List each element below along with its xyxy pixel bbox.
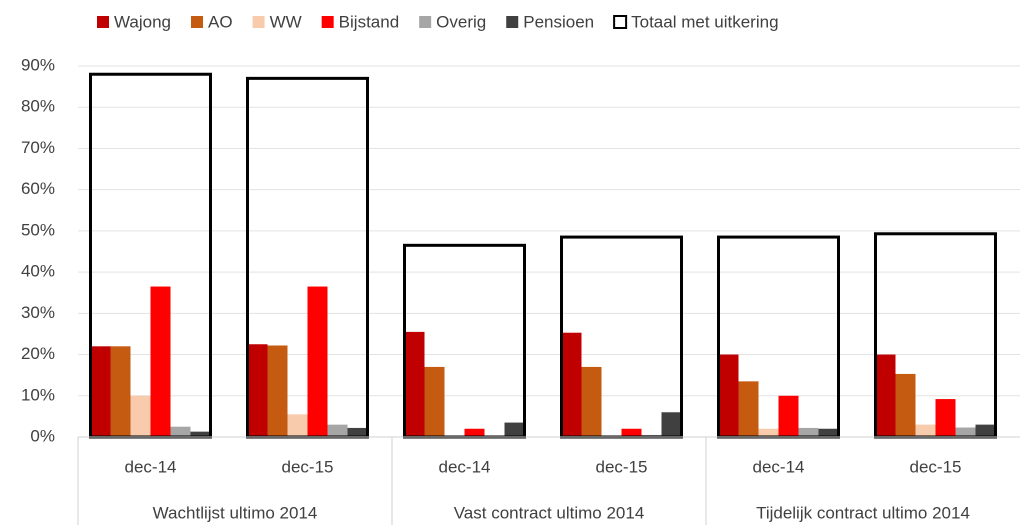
bar <box>955 427 976 437</box>
bar <box>758 428 779 437</box>
bar <box>150 286 171 437</box>
group-label: Wachtlijst ultimo 2014 <box>153 503 318 522</box>
bar <box>110 346 131 437</box>
y-tick-label: 80% <box>21 97 55 116</box>
legend-label: Pensioen <box>523 12 594 31</box>
bar <box>247 344 268 437</box>
bar <box>287 414 308 437</box>
x-tick-label: dec-14 <box>753 457 805 476</box>
legend-swatch <box>613 15 628 29</box>
bar <box>561 332 582 437</box>
bar <box>404 331 425 437</box>
bar <box>347 427 368 437</box>
y-tick-label: 10% <box>21 385 55 404</box>
bar <box>915 424 936 437</box>
y-tick-label: 0% <box>30 426 55 445</box>
x-tick-label: dec-15 <box>282 457 334 476</box>
bar <box>130 395 151 437</box>
legend-swatch <box>191 16 204 28</box>
bar <box>267 345 288 437</box>
legend-label: AO <box>208 12 233 31</box>
y-tick-label: 70% <box>21 138 55 157</box>
bar <box>935 399 956 437</box>
legend-swatch <box>419 16 432 28</box>
bar <box>895 373 916 437</box>
legend-label: WW <box>270 12 302 31</box>
legend-label: Wajong <box>114 12 171 31</box>
x-tick-label: dec-15 <box>596 457 648 476</box>
legend-swatch <box>321 16 334 28</box>
bar <box>190 431 211 437</box>
legend-label: Overig <box>436 12 486 31</box>
bar <box>504 422 525 437</box>
bar <box>778 395 799 437</box>
y-tick-label: 30% <box>21 303 55 322</box>
y-tick-label: 20% <box>21 344 55 363</box>
x-tick-label: dec-15 <box>910 457 962 476</box>
y-tick-label: 40% <box>21 262 55 281</box>
bar <box>90 346 111 437</box>
bar <box>424 366 445 437</box>
x-tick-label: dec-14 <box>125 457 177 476</box>
bar <box>621 428 642 437</box>
bar <box>718 354 739 437</box>
x-tick-label: dec-14 <box>439 457 491 476</box>
bar <box>327 424 348 437</box>
y-tick-label: 90% <box>21 55 55 74</box>
legend-label: Bijstand <box>339 12 399 31</box>
legend-swatch <box>506 16 519 28</box>
bar <box>975 424 996 437</box>
bar <box>170 426 191 437</box>
bar <box>581 366 602 437</box>
legend-swatch <box>97 16 109 28</box>
y-tick-label: 50% <box>21 220 55 239</box>
bar <box>875 354 896 437</box>
bar <box>307 286 328 437</box>
bar <box>738 381 759 437</box>
y-tick-label: 60% <box>21 179 55 198</box>
bar <box>798 427 819 437</box>
group-label: Vast contract ultimo 2014 <box>454 503 645 522</box>
legend-swatch <box>252 16 265 28</box>
legend-label: Totaal met uitkering <box>631 12 778 31</box>
group-label: Tijdelijk contract ultimo 2014 <box>756 503 970 522</box>
bar <box>818 428 839 437</box>
bar <box>661 412 682 437</box>
bar <box>464 428 485 437</box>
